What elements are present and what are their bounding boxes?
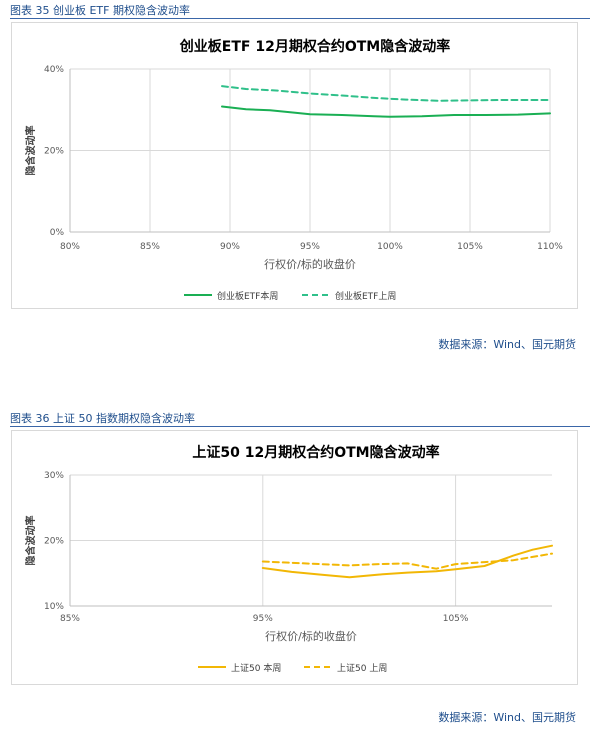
x-tick-label: 105% <box>457 242 483 252</box>
y-tick-label: 30% <box>44 471 64 481</box>
legend-label: 创业板ETF上周 <box>335 290 396 302</box>
series-line <box>261 544 553 579</box>
chart-title: 创业板ETF 12月期权合约OTM隐含波动率 <box>179 38 450 55</box>
y-tick-label: 10% <box>44 602 64 612</box>
y-tick-label: 20% <box>44 147 64 157</box>
x-tick-label: 95% <box>253 614 273 624</box>
legend-label: 创业板ETF本周 <box>217 290 278 302</box>
x-tick-label: 100% <box>377 242 403 252</box>
chart-panel: 创业板ETF 12月期权合约OTM隐含波动率 80% 85% 90% 95% 100% 10… <box>11 22 578 309</box>
chart-svg: 创业板ETF 12月期权合约OTM隐含波动率 80% 85% 90% 95% 100% 10… <box>24 38 563 302</box>
series-line <box>261 552 553 570</box>
figure-caption: 图表 36 上证 50 指数期权隐含波动率 <box>10 412 195 425</box>
data-source: 数据来源：Wind、国元期货 <box>438 711 576 724</box>
y-axis-title: 隐含波动率 <box>24 516 37 566</box>
x-tick-label: 85% <box>140 242 160 252</box>
legend-label: 上证50 本周 <box>231 662 281 674</box>
data-source: 数据来源：Wind、国元期货 <box>438 338 576 351</box>
x-tick-label: 85% <box>60 614 80 624</box>
series-line <box>221 105 551 118</box>
y-tick-label: 20% <box>44 537 64 547</box>
y-axis-title: 隐含波动率 <box>24 126 37 176</box>
y-tick-label: 0% <box>50 228 65 238</box>
chart-title: 上证50 12月期权合约OTM隐含波动率 <box>192 444 439 461</box>
chart-svg: 上证50 12月期权合约OTM隐含波动率 85% 95% 105% 10% 20% 30% 行… <box>24 444 553 674</box>
legend-label: 上证50 上周 <box>337 663 387 674</box>
x-tick-label: 105% <box>443 614 469 624</box>
caption-divider <box>10 426 590 427</box>
x-tick-label: 95% <box>300 242 320 252</box>
chart-panel: 上证50 12月期权合约OTM隐含波动率 85% 95% 105% 10% 20% 30% 行… <box>11 430 578 685</box>
y-tick-label: 40% <box>44 65 64 75</box>
figure-caption: 图表 35 创业板 ETF 期权隐含波动率 <box>10 4 190 17</box>
series-line <box>221 85 551 102</box>
x-tick-label: 80% <box>60 242 80 252</box>
x-axis-title: 行权价/标的收盘价 <box>264 257 356 271</box>
caption-divider <box>10 18 590 19</box>
x-tick-label: 110% <box>537 242 563 252</box>
x-tick-label: 90% <box>220 242 240 252</box>
x-axis-title: 行权价/标的收盘价 <box>265 629 357 643</box>
